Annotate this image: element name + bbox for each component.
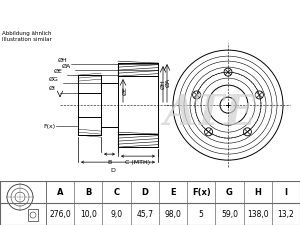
Text: I: I (284, 188, 287, 197)
Text: ØI: ØI (49, 86, 56, 91)
Text: ØA: ØA (62, 64, 71, 69)
Text: B: B (85, 188, 92, 197)
Text: C: C (113, 188, 120, 197)
Text: D: D (141, 188, 148, 197)
Text: C (MTH): C (MTH) (125, 160, 151, 165)
Text: B: B (107, 160, 112, 165)
Bar (0, 181, 46, 225)
Text: F(x): F(x) (192, 188, 211, 197)
Text: ØE: ØE (54, 69, 63, 74)
Text: 59,0: 59,0 (221, 209, 238, 218)
Text: 410283: 410283 (196, 8, 244, 20)
Text: G: G (226, 188, 233, 197)
Text: 9,0: 9,0 (110, 209, 123, 218)
Text: 24.0110-0283.1: 24.0110-0283.1 (53, 8, 157, 20)
Text: 5: 5 (199, 209, 204, 218)
Text: 138,0: 138,0 (247, 209, 268, 218)
Text: 10,0: 10,0 (80, 209, 97, 218)
Text: Abbildung ähnlich: Abbildung ähnlich (2, 31, 52, 36)
Text: 13,2: 13,2 (278, 209, 294, 218)
Text: ØH: ØH (57, 58, 67, 63)
Text: A: A (57, 188, 63, 197)
Text: 98,0: 98,0 (165, 209, 182, 218)
Text: ØE: ØE (122, 86, 128, 95)
Text: ATE: ATE (164, 92, 256, 134)
Text: E: E (170, 188, 176, 197)
Text: 45,7: 45,7 (136, 209, 153, 218)
Text: D: D (111, 168, 116, 173)
Text: H: H (254, 188, 261, 197)
Text: F(x): F(x) (44, 124, 56, 129)
Text: ØH: ØH (160, 79, 166, 89)
Text: ØG: ØG (49, 77, 59, 82)
Text: Illustration similar: Illustration similar (2, 37, 52, 42)
Text: ØA: ØA (166, 77, 170, 87)
Bar (28, 209, 38, 221)
Text: 276,0: 276,0 (49, 209, 71, 218)
